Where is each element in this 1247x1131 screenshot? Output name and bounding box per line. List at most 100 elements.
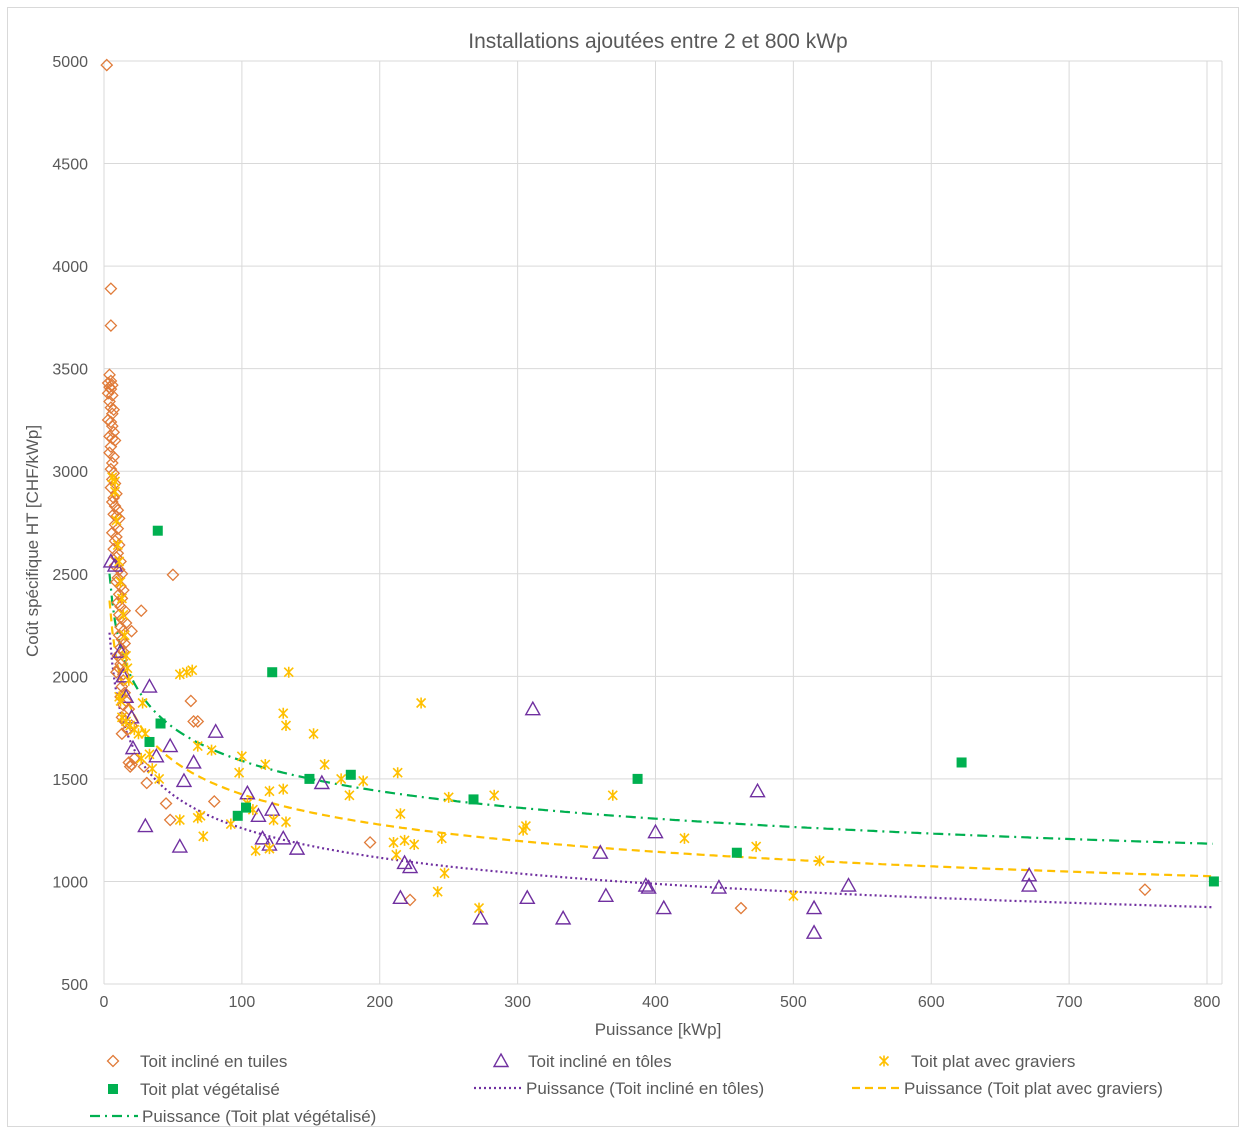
point-tuiles	[105, 388, 119, 402]
x-tick-label: 700	[1056, 994, 1083, 1011]
point-graviers	[236, 750, 247, 762]
point-toles	[171, 838, 189, 853]
point-graviers	[109, 486, 121, 498]
point-graviers	[114, 555, 125, 567]
point-graviers	[118, 609, 129, 621]
point-tuiles	[103, 368, 116, 382]
point-tuiles	[111, 522, 125, 536]
point-graviers	[264, 843, 275, 855]
point-graviers	[122, 662, 133, 674]
point-graviers	[198, 830, 209, 842]
point-tuiles	[104, 319, 118, 333]
point-toles	[401, 858, 419, 874]
point-tuiles	[104, 440, 118, 454]
point-toles	[115, 667, 132, 683]
point-toles	[275, 829, 292, 845]
point-tuiles	[109, 487, 123, 501]
point-graviers	[280, 720, 292, 732]
x-tick-label: 600	[918, 994, 945, 1011]
point-toles	[117, 688, 135, 704]
point-graviers	[814, 855, 825, 867]
point-toles	[805, 924, 823, 939]
point-graviers	[136, 752, 147, 764]
point-tuiles	[112, 563, 126, 577]
point-graviers	[174, 668, 185, 680]
x-tick-label: 200	[366, 994, 393, 1011]
legend-label: Puissance (Toit incliné en tôles)	[526, 1079, 764, 1098]
point-graviers	[187, 664, 198, 676]
tick-labels: 0 100 200 300 400 500 600 700 800 500 1000 1500 2000…	[52, 54, 1220, 1011]
point-vegetalise	[731, 847, 742, 858]
point-toles	[207, 723, 224, 738]
point-toles	[313, 774, 331, 790]
trendlines	[108, 573, 1213, 909]
point-tuiles	[104, 382, 118, 396]
point-graviers	[154, 773, 165, 785]
point-graviers	[225, 818, 236, 830]
legend-marker	[106, 1054, 120, 1068]
point-toles	[123, 708, 140, 724]
point-graviers	[278, 783, 289, 795]
point-graviers	[788, 890, 799, 902]
legend-tuiles: Toit incliné en tuiles	[106, 1052, 287, 1071]
y-tick-label: 3500	[52, 362, 88, 379]
point-tuiles	[191, 715, 205, 728]
legend-graviers: Toit plat avec graviers	[878, 1052, 1075, 1071]
point-toles	[710, 879, 728, 894]
point-graviers	[111, 514, 122, 526]
point-toles	[250, 807, 267, 823]
point-vegetalise	[232, 810, 243, 821]
legend-marker	[108, 1084, 118, 1094]
point-vegetalise	[304, 773, 315, 784]
point-graviers	[607, 789, 618, 801]
point-toles	[137, 817, 154, 833]
point-tuiles	[140, 776, 154, 790]
point-tuiles	[163, 813, 177, 827]
point-tuiles	[104, 282, 118, 296]
point-graviers	[268, 814, 279, 826]
point-graviers	[388, 836, 399, 848]
y-tick-label: 3000	[52, 464, 88, 481]
point-tuiles	[403, 893, 417, 907]
point-tuiles	[114, 620, 127, 634]
gridlines	[103, 60, 1223, 985]
point-graviers	[120, 650, 132, 662]
point-tuiles	[104, 415, 118, 429]
legend-label: Toit incliné en tuiles	[140, 1052, 287, 1071]
point-graviers	[399, 834, 410, 846]
point-graviers	[319, 759, 330, 771]
point-graviers	[112, 539, 123, 551]
point-toles	[396, 854, 413, 870]
point-graviers	[679, 832, 690, 844]
point-tuiles	[115, 727, 129, 741]
point-tuiles	[207, 795, 221, 808]
point-graviers	[116, 592, 127, 604]
point-graviers	[280, 816, 292, 828]
point-graviers	[439, 867, 450, 879]
point-tuiles	[121, 723, 134, 737]
legend-trend-toles: Puissance (Toit incliné en tôles)	[474, 1079, 764, 1098]
point-tuiles	[114, 657, 127, 671]
point-toles	[124, 739, 142, 755]
x-tick-label: 400	[642, 994, 669, 1011]
point-tuiles	[115, 632, 129, 646]
legend-label: Puissance (Toit plat avec graviers)	[904, 1079, 1163, 1098]
point-toles	[637, 877, 655, 892]
point-tuiles	[1138, 883, 1152, 897]
x-axis-title: Puissance [kWp]	[595, 1020, 722, 1039]
point-graviers	[443, 791, 454, 803]
trendline-vegetalise	[108, 573, 1213, 845]
point-graviers	[123, 674, 134, 686]
legend-marker	[492, 1052, 510, 1068]
point-graviers	[308, 728, 319, 740]
point-vegetalise	[241, 802, 252, 813]
point-tuiles	[187, 715, 201, 728]
point-tuiles	[127, 751, 141, 765]
y-tick-label: 4000	[52, 259, 88, 276]
point-graviers	[206, 744, 217, 756]
point-tuiles	[159, 797, 173, 810]
point-toles	[185, 754, 202, 769]
point-tuiles	[114, 579, 127, 593]
point-tuiles	[101, 386, 115, 400]
point-vegetalise	[956, 757, 967, 768]
